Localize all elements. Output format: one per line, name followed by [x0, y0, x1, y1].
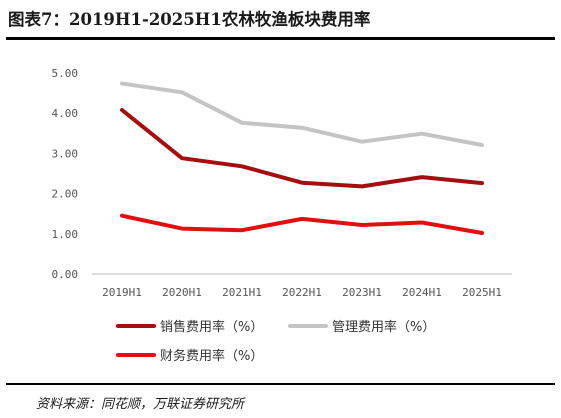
y-tick-label: 4.00 — [52, 107, 79, 120]
y-tick-label: 3.00 — [52, 147, 79, 160]
y-tick-label: 1.00 — [52, 228, 79, 241]
y-tick-label: 5.00 — [52, 67, 79, 80]
y-axis: 0.00 1.00 2.00 3.00 4.00 5.00 — [52, 67, 79, 281]
x-tick-label: 2020H1 — [162, 286, 202, 299]
x-tick-label: 2024H1 — [402, 286, 442, 299]
series-line-3 — [120, 213, 484, 235]
x-tick-label: 2019H1 — [102, 286, 142, 299]
series-line-1 — [120, 108, 484, 189]
legend-label: 财务费用率（%） — [160, 348, 263, 364]
series-lines — [120, 81, 484, 235]
legend-label: 销售费用率（%） — [160, 319, 263, 335]
y-tick-label: 2.00 — [52, 188, 79, 201]
legend-label: 管理费用率（%） — [332, 319, 435, 335]
y-tick-label: 0.00 — [52, 268, 79, 281]
series-line-2 — [120, 81, 484, 147]
x-tick-label: 2021H1 — [222, 286, 262, 299]
x-tick-label: 2022H1 — [282, 286, 322, 299]
source-note: 资料来源：同花顺，万联证券研究所 — [36, 397, 245, 412]
chart-title: 图表7：2019H1-2025H1农林牧渔板块费用率 — [8, 10, 371, 29]
x-axis: 2019H1 2020H1 2021H1 2022H1 2023H1 2024H1 2025… — [102, 286, 502, 299]
x-tick-label: 2023H1 — [342, 286, 382, 299]
top-rule — [6, 37, 555, 40]
x-tick-label: 2025H1 — [462, 286, 502, 299]
legend: 销售费用率（%） 管理费用率（%） 财务费用率（%） — [116, 319, 435, 364]
bottom-rule — [6, 383, 555, 385]
